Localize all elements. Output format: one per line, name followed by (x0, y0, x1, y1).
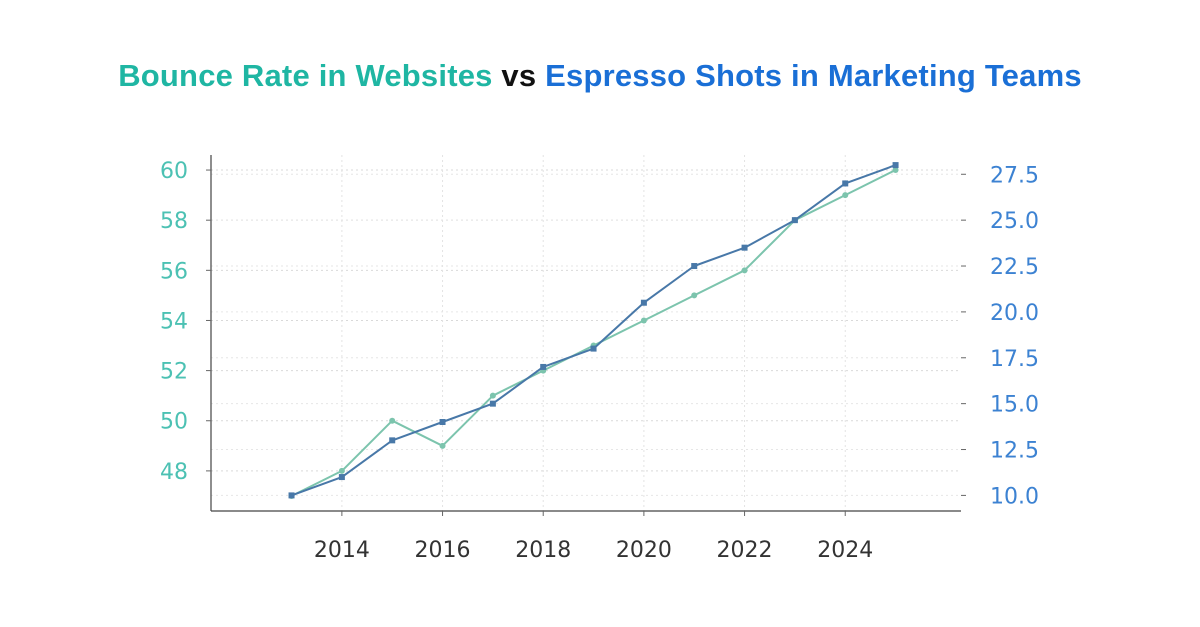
right-tick-label: 27.5 (990, 163, 1039, 188)
left-tick-label: 56 (160, 259, 188, 284)
series-2-point (338, 474, 345, 481)
series-1-point (489, 392, 496, 399)
tick-labels: 48 50 52 54 56 58 60 10.0 12.5 15.0 17.5 20.0 22.5 25… (160, 159, 1039, 563)
series-2-point (640, 299, 647, 306)
series-1-point (640, 317, 647, 324)
x-tick-label: 2024 (817, 538, 873, 563)
right-tick-label: 12.5 (990, 439, 1039, 464)
left-tick-label: 58 (160, 209, 188, 234)
left-tick-label: 54 (160, 309, 188, 334)
chart-title: Bounce Rate in Websites vs Espresso Shot… (0, 58, 1200, 94)
series-1-point (338, 467, 345, 474)
right-tick-label: 22.5 (990, 255, 1039, 280)
left-tick-label: 50 (160, 410, 188, 435)
right-tick-label: 10.0 (990, 484, 1039, 509)
x-tick-label: 2020 (616, 538, 672, 563)
left-tick-label: 60 (160, 159, 188, 184)
series-1-point (892, 167, 899, 174)
series (288, 162, 899, 499)
series-2-point (791, 217, 798, 224)
series-1-point (741, 267, 748, 274)
grid (211, 155, 961, 511)
series-2-point (892, 162, 899, 169)
series-1-point (439, 442, 446, 449)
series-2-point (741, 244, 748, 251)
series-2-point (288, 492, 295, 499)
axes (206, 155, 966, 516)
series-2 (288, 162, 899, 499)
series-2-point (842, 180, 849, 187)
right-tick-label: 17.5 (990, 347, 1039, 372)
series-1-point (842, 192, 849, 199)
x-tick-label: 2022 (717, 538, 773, 563)
right-tick-label: 15.0 (990, 393, 1039, 418)
right-tick-label: 25.0 (990, 209, 1039, 234)
series-2-point (439, 419, 446, 425)
series-2-point (590, 345, 597, 352)
title-vs: vs (501, 58, 537, 93)
series-2-point (489, 400, 496, 407)
series-2-point (389, 437, 396, 444)
x-tick-label: 2018 (515, 538, 571, 563)
series-2-point (691, 263, 698, 270)
x-tick-label: 2016 (415, 538, 471, 563)
title-series1: Bounce Rate in Websites (118, 58, 493, 93)
series-1-point (691, 292, 698, 299)
series-2-point (540, 363, 547, 370)
title-series2: Espresso Shots in Marketing Teams (545, 58, 1082, 93)
right-tick-label: 20.0 (990, 301, 1039, 326)
left-tick-label: 52 (160, 360, 188, 385)
left-tick-label: 48 (160, 460, 188, 485)
series-1-point (389, 417, 396, 424)
x-tick-label: 2014 (314, 538, 370, 563)
